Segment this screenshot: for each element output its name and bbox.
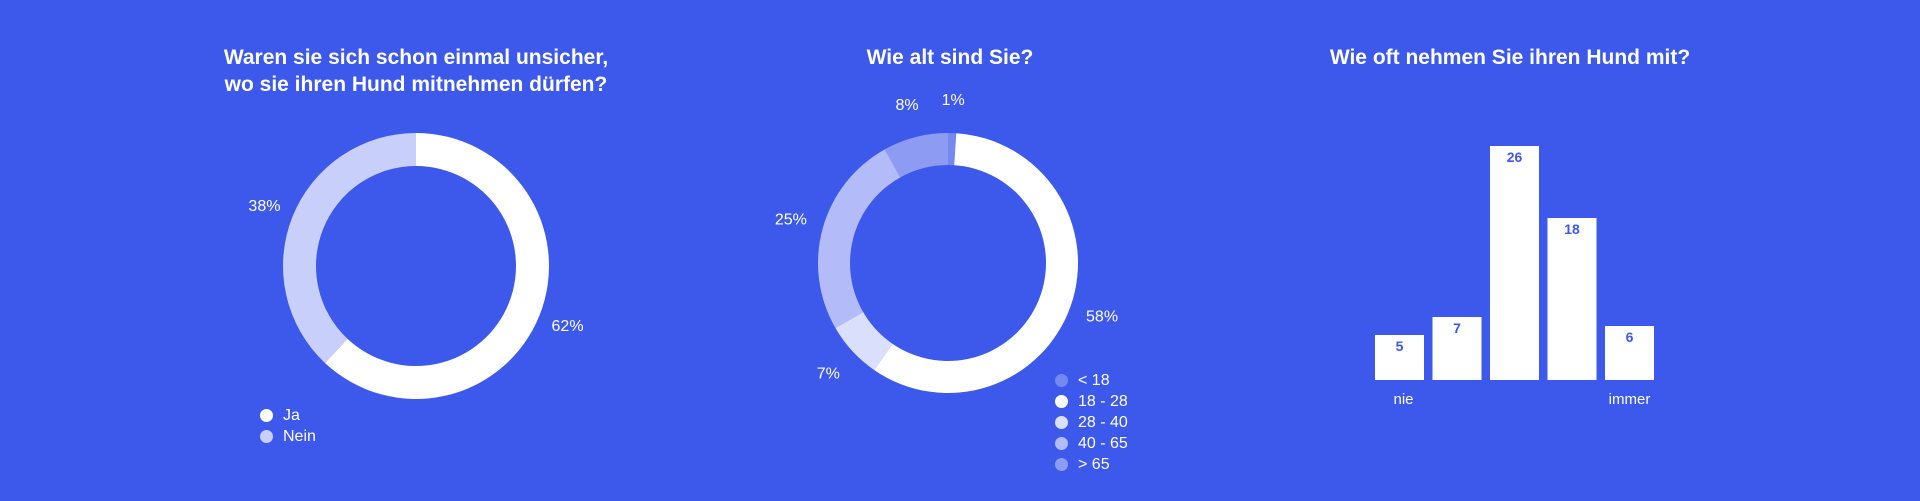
legend-swatch (1055, 458, 1068, 471)
chart-title-line: Wie alt sind Sie? (866, 46, 1034, 69)
bar-chart: 5 7 26 18 6 nie immer (1375, 146, 1654, 408)
bar-value-label: 26 (1507, 149, 1523, 165)
legend-label: 28 - 40 (1078, 413, 1128, 431)
chart-title-line: Wie oft nehmen Sie ihren Hund mit? (1329, 46, 1691, 69)
chart-panel-frequency: Wie oft nehmen Sie ihren Hund mit? 5 7 26 1… (1260, 0, 1760, 501)
chart-legend: < 18 18 - 28 28 - 40 40 - 65 > 65 (1055, 370, 1128, 475)
donut-slice (324, 133, 549, 399)
chart-legend: Ja Nein (260, 405, 316, 447)
legend-label: 40 - 65 (1078, 434, 1128, 452)
donut-slice (818, 149, 901, 328)
legend-item-ja: Ja (260, 405, 316, 426)
legend-item-28-40: 28 - 40 (1055, 412, 1128, 433)
slice-percent-label: 58% (1086, 308, 1118, 325)
chart-panel-age: Wie alt sind Sie? 1% 58% 7% 25% 8% < 18 18 -… (700, 0, 1200, 501)
donut-slice (884, 133, 948, 178)
bar-value-label: 7 (1453, 320, 1461, 336)
donut-chart: 1% 58% 7% 25% 8% (775, 92, 1118, 394)
chart-title: Wie alt sind Sie? (700, 44, 1200, 71)
bar (1490, 146, 1539, 380)
legend-item-40-65: 40 - 65 (1055, 433, 1128, 454)
slice-percent-label: 38% (248, 198, 280, 215)
legend-item-over-65: > 65 (1055, 454, 1128, 475)
donut-chart: 62% 38% (248, 133, 584, 399)
slice-percent-label: 8% (896, 97, 919, 114)
legend-swatch (260, 409, 273, 422)
donut-slice (283, 133, 416, 363)
chart-title: Waren sie sich schon einmal unsicher, wo… (160, 44, 672, 98)
bar (1547, 218, 1597, 380)
bar (1605, 326, 1654, 380)
donut-slice (835, 312, 893, 371)
chart-title-line: Waren sie sich schon einmal unsicher, (223, 46, 609, 69)
legend-swatch (1055, 395, 1068, 408)
slice-percent-label: 62% (552, 318, 584, 335)
slice-percent-label: 25% (775, 212, 807, 229)
legend-label: < 18 (1078, 371, 1110, 389)
slice-percent-label: 7% (817, 366, 840, 383)
bar (1375, 335, 1424, 380)
legend-label: Ja (283, 406, 300, 424)
axis-end-label: immer (1609, 391, 1651, 408)
chart-title-line: wo sie ihren Hund mitnehmen dürfen? (224, 73, 608, 96)
legend-label: Nein (283, 427, 316, 445)
axis-start-label: nie (1393, 391, 1413, 408)
bar-value-label: 5 (1396, 338, 1404, 354)
bar-value-label: 18 (1564, 221, 1580, 237)
legend-item-18-28: 18 - 28 (1055, 391, 1128, 412)
legend-swatch (1055, 416, 1068, 429)
donut-slice (874, 133, 1078, 394)
legend-item-under-18: < 18 (1055, 370, 1128, 391)
bar (1432, 317, 1482, 380)
slice-percent-label: 1% (942, 92, 965, 109)
legend-swatch (1055, 374, 1068, 387)
bar-value-label: 6 (1626, 329, 1634, 345)
donut-slice (948, 133, 957, 166)
legend-swatch (260, 430, 273, 443)
chart-title: Wie oft nehmen Sie ihren Hund mit? (1260, 44, 1760, 71)
chart-panel-dog-uncertainty: Waren sie sich schon einmal unsicher, wo… (160, 0, 672, 501)
legend-item-nein: Nein (260, 426, 316, 447)
legend-label: 18 - 28 (1078, 392, 1128, 410)
legend-label: > 65 (1078, 455, 1110, 473)
legend-swatch (1055, 437, 1068, 450)
